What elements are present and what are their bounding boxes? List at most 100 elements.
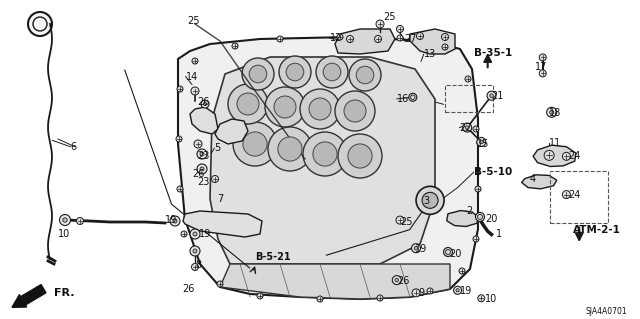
Text: ATM-2-1: ATM-2-1 [573, 225, 621, 235]
Text: 23: 23 [197, 151, 210, 161]
Circle shape [550, 110, 554, 114]
Circle shape [193, 249, 197, 253]
Circle shape [477, 137, 486, 146]
Circle shape [204, 102, 207, 106]
Text: 26: 26 [397, 276, 409, 286]
Text: 26: 26 [197, 97, 210, 107]
Circle shape [265, 87, 305, 127]
Circle shape [313, 142, 337, 166]
Text: 15: 15 [477, 138, 489, 149]
Circle shape [249, 65, 267, 83]
Circle shape [233, 122, 277, 166]
Circle shape [397, 35, 403, 41]
Circle shape [395, 278, 399, 282]
Circle shape [278, 137, 302, 161]
Circle shape [346, 35, 353, 42]
Circle shape [217, 281, 223, 287]
Circle shape [317, 296, 323, 302]
Polygon shape [220, 264, 450, 299]
Circle shape [540, 70, 546, 77]
Circle shape [77, 218, 83, 225]
Circle shape [193, 232, 197, 236]
Circle shape [392, 276, 401, 285]
Polygon shape [522, 175, 557, 189]
Text: 11: 11 [549, 137, 561, 148]
Text: 3: 3 [424, 196, 430, 206]
Circle shape [316, 56, 348, 88]
Text: SJA4A0701: SJA4A0701 [586, 307, 627, 315]
Circle shape [396, 216, 404, 224]
Text: 5: 5 [214, 143, 221, 153]
Circle shape [409, 93, 417, 101]
Text: 19: 19 [198, 229, 211, 240]
Circle shape [190, 246, 200, 256]
Text: 17: 17 [535, 62, 547, 72]
Circle shape [465, 76, 471, 82]
Text: 9: 9 [418, 288, 424, 299]
Circle shape [412, 244, 420, 253]
Polygon shape [410, 29, 455, 54]
Circle shape [190, 229, 200, 239]
Circle shape [478, 295, 484, 302]
Circle shape [376, 20, 384, 28]
Text: 20: 20 [449, 249, 461, 259]
Text: 1: 1 [496, 228, 502, 239]
Circle shape [479, 140, 483, 144]
Circle shape [237, 93, 259, 115]
Circle shape [444, 248, 452, 256]
FancyArrow shape [12, 285, 46, 307]
Text: 10: 10 [485, 294, 497, 304]
Circle shape [463, 123, 472, 132]
Text: 21: 21 [492, 91, 504, 101]
Text: 24: 24 [568, 189, 580, 200]
Circle shape [243, 132, 267, 156]
Circle shape [200, 152, 204, 156]
Circle shape [412, 289, 420, 297]
Circle shape [257, 293, 263, 299]
Circle shape [300, 89, 340, 129]
Text: 19: 19 [460, 286, 472, 296]
Circle shape [456, 289, 460, 292]
Circle shape [63, 218, 67, 222]
Circle shape [60, 214, 70, 226]
Circle shape [459, 268, 465, 274]
Polygon shape [183, 211, 262, 237]
Circle shape [490, 94, 493, 98]
Text: 18: 18 [549, 108, 561, 118]
Circle shape [442, 44, 448, 50]
Circle shape [176, 136, 182, 142]
Circle shape [397, 26, 403, 33]
Circle shape [344, 100, 366, 122]
Circle shape [197, 149, 207, 159]
Text: 23: 23 [197, 177, 210, 187]
Text: 26: 26 [182, 284, 195, 294]
Text: 26: 26 [192, 169, 205, 179]
Polygon shape [533, 145, 576, 167]
Circle shape [335, 91, 375, 131]
Circle shape [177, 86, 183, 92]
Text: FR.: FR. [54, 288, 75, 298]
Circle shape [232, 43, 238, 49]
Circle shape [547, 107, 557, 117]
Circle shape [487, 91, 496, 100]
Circle shape [197, 164, 207, 174]
Circle shape [414, 246, 418, 250]
Circle shape [274, 96, 296, 118]
Text: 7: 7 [218, 194, 224, 204]
Circle shape [563, 152, 570, 160]
Circle shape [242, 58, 274, 90]
Text: B-35-1: B-35-1 [474, 48, 512, 58]
Text: 8: 8 [195, 260, 202, 270]
Circle shape [268, 127, 312, 171]
Text: 22: 22 [460, 122, 472, 133]
Circle shape [309, 98, 331, 120]
Circle shape [192, 58, 198, 64]
Circle shape [173, 219, 177, 223]
Circle shape [473, 126, 479, 132]
Circle shape [177, 186, 183, 192]
Text: 24: 24 [568, 151, 580, 161]
Circle shape [200, 167, 204, 171]
Circle shape [422, 192, 438, 208]
Circle shape [356, 66, 374, 84]
Circle shape [348, 144, 372, 168]
